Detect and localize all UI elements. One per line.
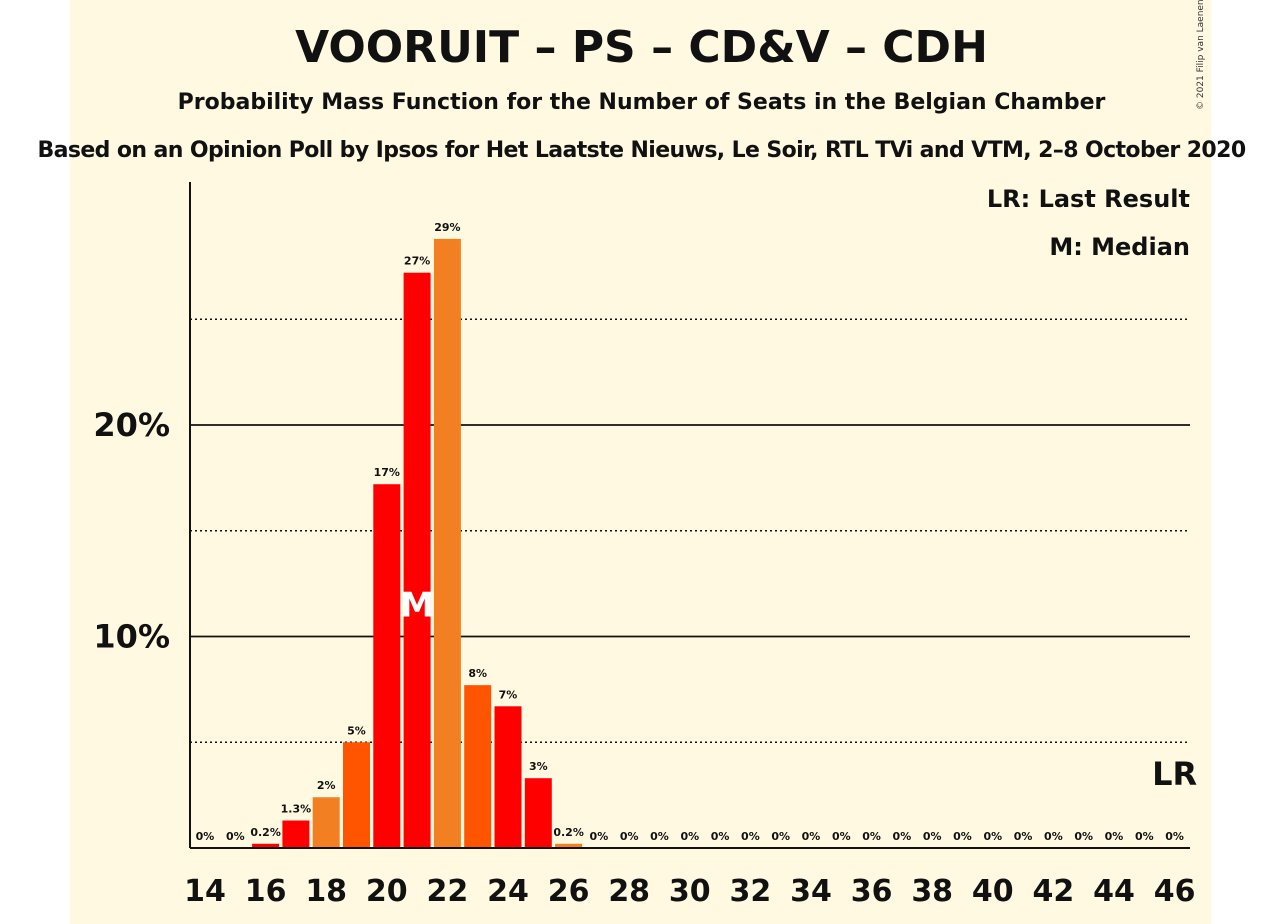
x-tick-label: 34 [790, 874, 832, 909]
y-tick-label: 20% [93, 406, 170, 444]
bar-value-label: 0% [590, 830, 609, 843]
bar [252, 843, 280, 848]
x-tick-label: 22 [427, 874, 469, 909]
bar-value-label: 0% [1014, 830, 1033, 843]
bar [494, 706, 522, 848]
legend-median: M: Median [1049, 233, 1190, 261]
bar-value-label: 0% [196, 830, 215, 843]
bar-value-label: 3% [529, 760, 548, 773]
bar-value-label: 8% [468, 667, 487, 680]
bar-value-label: 0% [862, 830, 881, 843]
bar-value-label: 0% [832, 830, 851, 843]
bar [282, 820, 310, 848]
bar-value-label: 2% [317, 779, 336, 792]
bar-value-label: 0% [923, 830, 942, 843]
bar-value-label: 0% [1074, 830, 1093, 843]
bar-value-label: 0% [1044, 830, 1063, 843]
x-tick-label: 16 [245, 874, 287, 909]
chart-background [70, 0, 1211, 924]
bar-value-label: 0% [771, 830, 790, 843]
chart-source: Based on an Opinion Poll by Ipsos for He… [37, 138, 1246, 163]
bar [373, 484, 401, 848]
bar-value-label: 0.2% [553, 826, 584, 839]
x-tick-label: 46 [1154, 874, 1196, 909]
x-tick-label: 18 [305, 874, 347, 909]
x-tick-label: 26 [548, 874, 590, 909]
bar-value-label: 0% [1165, 830, 1184, 843]
bar-value-label: 5% [347, 724, 366, 737]
x-tick-label: 24 [487, 874, 529, 909]
y-tick-label: 10% [93, 618, 170, 656]
bar-value-label: 0% [983, 830, 1002, 843]
x-tick-label: 30 [669, 874, 711, 909]
x-tick-label: 20 [366, 874, 408, 909]
axes: 10% 20% 14 16 18 20 22 24 26 28 30 32 34 36 38 40 42 44 46 [93, 182, 1195, 909]
bar-value-label: 7% [499, 688, 518, 701]
x-tick-label: 38 [911, 874, 953, 909]
bar [343, 742, 370, 848]
x-tick-label: 40 [972, 874, 1014, 909]
bar [312, 797, 340, 848]
bar-value-label: 0% [802, 830, 821, 843]
x-tick-label: 42 [1033, 874, 1075, 909]
median-marker: M [400, 586, 434, 626]
bar [555, 843, 583, 848]
grid-lines [190, 318, 1190, 743]
bar-value-label: 17% [374, 466, 400, 479]
x-tick-label: 14 [184, 874, 226, 909]
bar-value-label: 0% [1105, 830, 1124, 843]
bar [464, 685, 492, 848]
bar-value-label: 1.3% [281, 803, 312, 816]
bar-value-label: 0% [620, 830, 639, 843]
bar [403, 272, 431, 849]
bar-value-label: 0% [1135, 830, 1154, 843]
x-tick-label: 28 [608, 874, 650, 909]
bar-value-label: 0% [893, 830, 912, 843]
x-tick-label: 36 [851, 874, 893, 909]
chart-subtitle: Probability Mass Function for the Number… [177, 90, 1106, 115]
bar [433, 238, 461, 848]
bar-value-label: 29% [434, 221, 460, 234]
bar-value-label: 0% [680, 830, 699, 843]
data-labels: 0% 0% 0.2%1.3%2%5%17%27%29%8%7%3%0.2% 0% 0% 0… [196, 221, 1197, 843]
x-tick-label: 32 [730, 874, 772, 909]
legend-last-result: LR: Last Result [986, 185, 1190, 213]
bar-value-label: 0% [226, 830, 245, 843]
bar [524, 778, 552, 848]
chart-title: VOORUIT – PS – CD&V – CDH [295, 22, 988, 73]
x-tick-label: 44 [1093, 874, 1135, 909]
bar-value-label: 0% [711, 830, 730, 843]
bar-value-label: 0% [953, 830, 972, 843]
bar-value-label: 0.2% [250, 826, 281, 839]
bars [252, 238, 583, 849]
bar-value-label: 27% [404, 255, 430, 268]
bar-value-label: 0% [741, 830, 760, 843]
bar-value-label: 0% [650, 830, 669, 843]
last-result-marker: LR [1152, 755, 1197, 793]
